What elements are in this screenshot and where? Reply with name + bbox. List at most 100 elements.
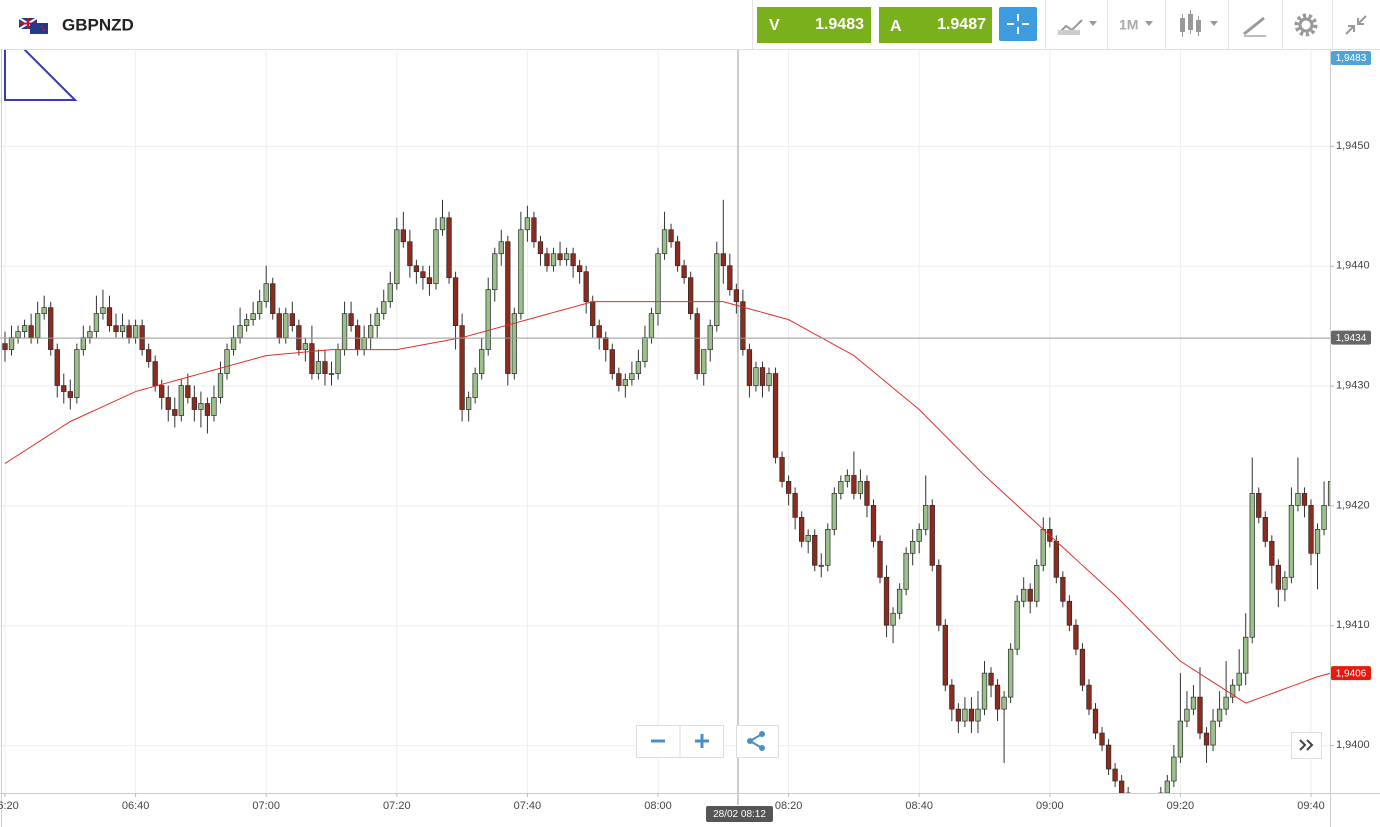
candle-body xyxy=(544,253,550,267)
candle-body xyxy=(772,373,779,458)
share-button[interactable] xyxy=(736,725,779,758)
candle-body xyxy=(1014,600,1020,650)
candle-body xyxy=(381,301,387,314)
candle-body xyxy=(1060,576,1066,602)
x-tick-label: 09:00 xyxy=(1036,800,1064,812)
candle-body xyxy=(54,349,60,386)
candle-body xyxy=(511,313,517,374)
candle-body xyxy=(759,367,766,386)
candle-body xyxy=(1112,768,1118,782)
candle-body xyxy=(864,481,870,506)
candle-body xyxy=(106,307,113,326)
candle-body xyxy=(492,253,498,291)
candle-body xyxy=(426,277,433,285)
candle-body xyxy=(838,481,844,494)
candle-body xyxy=(368,325,374,338)
candle-body xyxy=(2,343,8,350)
triangle-drawing[interactable] xyxy=(4,27,78,101)
candle-style-button[interactable] xyxy=(1180,10,1218,37)
candle-body xyxy=(185,385,191,398)
candle-body xyxy=(916,529,922,542)
x-tick-label: 08:00 xyxy=(644,800,672,812)
candle-body xyxy=(799,517,805,542)
candle-body xyxy=(270,283,276,314)
price-badge xyxy=(1331,330,1371,345)
buy-button[interactable]: A 1.9487 xyxy=(879,7,992,43)
candle-body xyxy=(296,325,302,350)
candle-body xyxy=(524,217,531,231)
candle-body xyxy=(792,493,798,518)
candle-body xyxy=(1073,624,1079,650)
candle-body xyxy=(655,253,661,314)
settings-button[interactable] xyxy=(1294,13,1318,37)
candle-body xyxy=(518,229,524,314)
y-tick-label: 1,9440 xyxy=(1336,260,1370,272)
candle-body xyxy=(217,373,224,398)
y-tick-label: 1,9410 xyxy=(1336,619,1370,631)
candle-body xyxy=(720,253,726,267)
x-tick-label: 08:40 xyxy=(905,800,933,812)
candle-body xyxy=(1197,696,1203,734)
candle-body xyxy=(87,331,93,338)
candle-body xyxy=(165,397,171,410)
candle-body xyxy=(48,307,54,350)
candle-body xyxy=(315,361,322,374)
x-tick-label: 08:20 xyxy=(775,800,803,812)
candle-body xyxy=(1092,708,1099,734)
buy-box[interactable] xyxy=(879,7,992,43)
candle-body xyxy=(1079,648,1086,686)
candle-body xyxy=(178,385,184,416)
sell-price: 1.9483 xyxy=(815,16,864,33)
candle-body xyxy=(1007,648,1014,698)
candle-body xyxy=(439,217,446,231)
zoom-in[interactable] xyxy=(695,734,709,748)
candle-body xyxy=(825,529,831,566)
candle-body xyxy=(309,343,315,374)
candle-body xyxy=(1243,636,1249,674)
candle-body xyxy=(172,409,178,416)
candle-body xyxy=(198,403,204,410)
crosshair-button[interactable] xyxy=(999,7,1037,41)
candle-body xyxy=(910,540,916,554)
candle-body xyxy=(629,373,635,380)
candle-body xyxy=(263,283,269,303)
candle-body xyxy=(420,271,426,279)
candle-body xyxy=(61,385,67,392)
crosshair-time: 28/02 08:12 xyxy=(713,809,766,820)
candle-body xyxy=(237,325,243,338)
draw-tool-button[interactable] xyxy=(1243,16,1266,37)
chart-type-button[interactable] xyxy=(1057,19,1097,35)
candle-body xyxy=(975,708,981,722)
symbol: GBPNZD xyxy=(62,15,134,34)
candle-body xyxy=(661,229,668,255)
candle-body xyxy=(1308,505,1314,554)
candle-body xyxy=(191,397,198,410)
candle-body xyxy=(211,397,217,416)
candle-body xyxy=(1086,684,1092,710)
candle-body xyxy=(1053,540,1059,578)
sell-box[interactable] xyxy=(757,7,871,43)
candle-body xyxy=(753,367,759,386)
candle-body xyxy=(681,265,687,279)
candle-body xyxy=(322,361,328,374)
candle-body xyxy=(1229,684,1236,698)
candle-body xyxy=(642,337,648,362)
candle-body xyxy=(152,361,158,386)
candle-body xyxy=(968,708,975,722)
candle-body xyxy=(687,277,694,314)
candle-body xyxy=(550,253,557,267)
sell-button[interactable]: V 1.9483 xyxy=(757,7,871,43)
candle-body xyxy=(243,319,250,326)
candle-body xyxy=(459,325,465,410)
candle-body xyxy=(348,313,354,326)
candle-body xyxy=(276,313,282,338)
candle-body xyxy=(1021,588,1027,602)
candle-body xyxy=(1282,576,1288,590)
candle-body xyxy=(1177,720,1184,758)
timeframe-button[interactable]: 1M xyxy=(1119,17,1153,33)
collapse-button[interactable] xyxy=(1345,15,1367,35)
candle-body xyxy=(1269,540,1275,566)
scroll-right-button[interactable] xyxy=(1291,732,1322,759)
candle-body xyxy=(590,301,596,326)
